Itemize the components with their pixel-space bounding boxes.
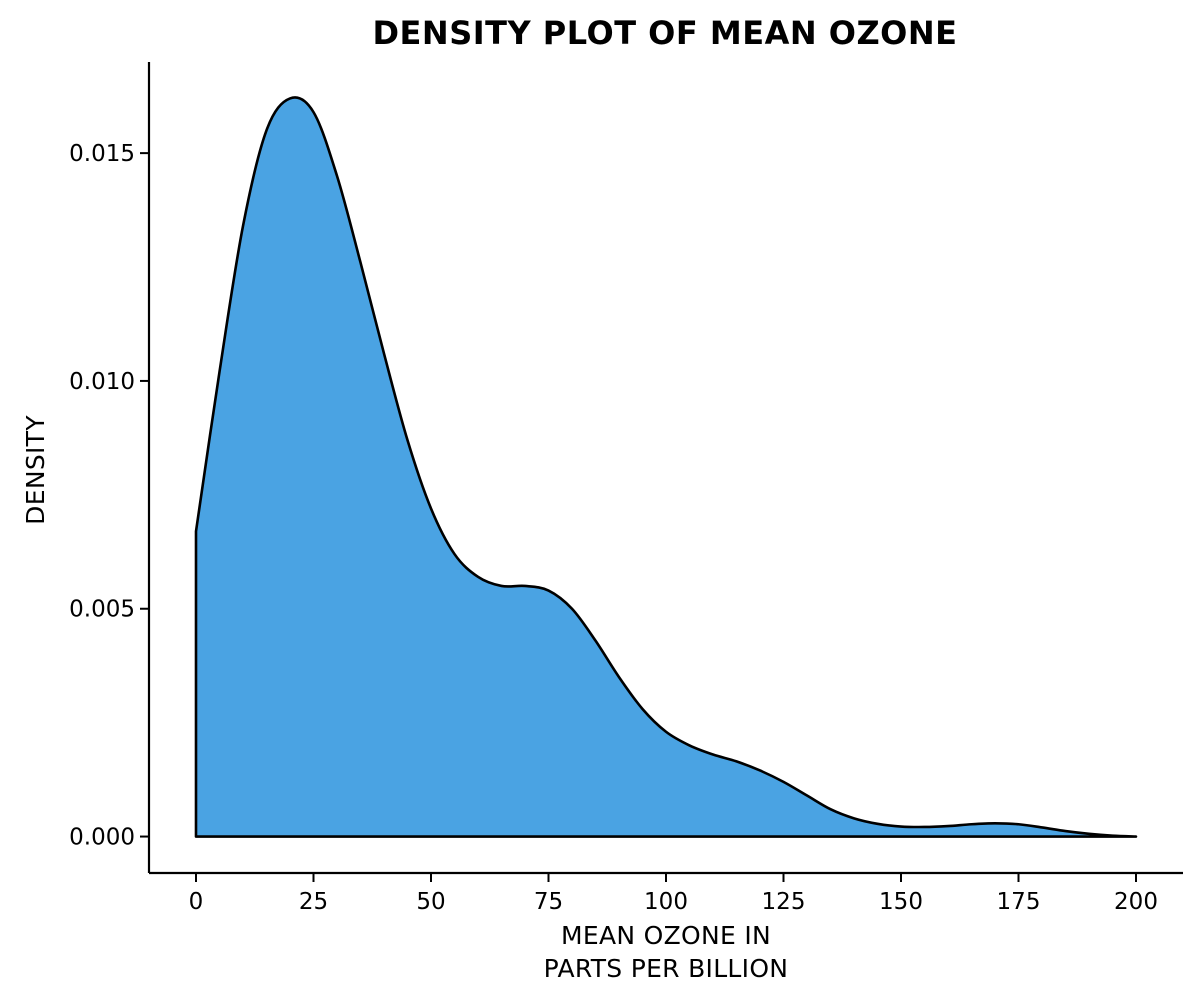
y-tick-label: 0.010 [69, 369, 135, 395]
y-axis-label: DENSITY [21, 415, 50, 525]
plot-area [194, 96, 1138, 838]
y-tick-label: 0.005 [69, 597, 135, 623]
x-tick-label: 150 [879, 889, 923, 915]
axes: 0.000 0.005 0.010 0.015 0 25 50 75 100 125 150 175 2… [69, 62, 1183, 915]
x-tick-label: 50 [416, 889, 445, 915]
x-tick-label: 100 [644, 889, 688, 915]
x-tick-label: 175 [997, 889, 1041, 915]
density-area-0 [194, 96, 1138, 838]
y-axis-label-group: DENSITY [21, 415, 50, 525]
y-tick-label: 0.015 [69, 141, 135, 167]
x-axis-label-line-1: MEAN OZONE IN [561, 921, 771, 950]
x-tick-label: 0 [189, 889, 204, 915]
x-axis-label-line-2: PARTS PER BILLION [544, 954, 789, 983]
x-tick-label: 125 [762, 889, 806, 915]
x-tick-label: 25 [299, 889, 328, 915]
y-tick-label: 0.000 [69, 825, 135, 851]
chart-title: DENSITY PLOT OF MEAN OZONE [372, 14, 957, 52]
x-tick-label: 75 [534, 889, 563, 915]
x-tick-label: 200 [1114, 889, 1158, 915]
